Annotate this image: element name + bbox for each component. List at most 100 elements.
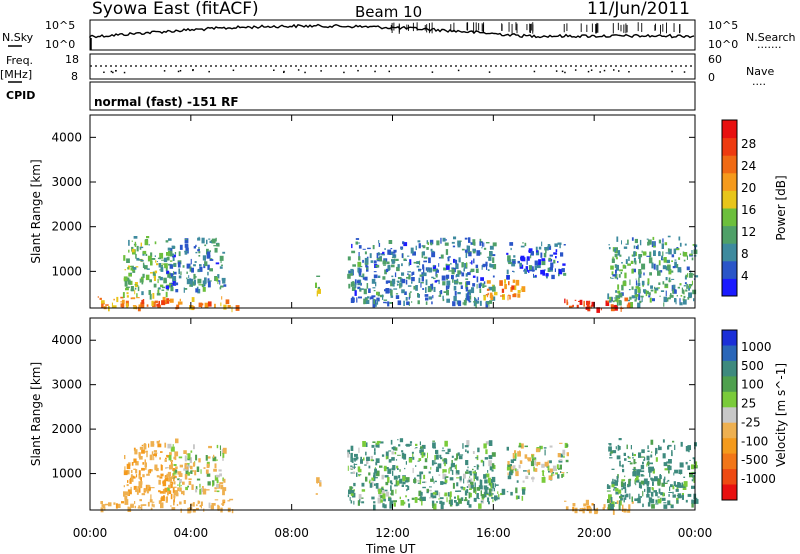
heatmap-cell: [174, 490, 179, 493]
heatmap-cell: [406, 301, 410, 306]
heatmap-cell: [536, 250, 538, 253]
heatmap-cell: [622, 494, 625, 498]
heatmap-cell: [130, 286, 134, 292]
heatmap-cell: [123, 470, 128, 476]
heatmap-cell: [408, 457, 413, 463]
heatmap-cell: [153, 454, 155, 461]
heatmap-cell: [484, 492, 489, 495]
heatmap-cell: [389, 302, 393, 304]
heatmap-cell: [492, 483, 495, 489]
heatmap-cell: [317, 288, 321, 294]
heatmap-cell: [628, 478, 632, 481]
heatmap-cell: [220, 258, 222, 264]
heatmap-cell: [214, 303, 216, 309]
heatmap-cell: [415, 465, 417, 467]
heatmap-cell: [150, 441, 155, 447]
heatmap-cell: [319, 482, 322, 487]
heatmap-cell: [559, 244, 561, 249]
heatmap-cell: [166, 288, 169, 291]
heatmap-cell: [456, 477, 460, 479]
heatmap-cell: [634, 462, 637, 464]
y-tick-label: 3000: [51, 175, 82, 189]
x-tick-label: 16:00: [476, 526, 511, 540]
heatmap-cell: [646, 255, 651, 257]
heatmap-cell: [677, 286, 680, 289]
heatmap-cell: [156, 440, 160, 444]
heatmap-cell: [659, 295, 661, 297]
heatmap-cell: [171, 507, 176, 511]
heatmap-cell: [451, 462, 455, 468]
heatmap-cell: [509, 469, 514, 474]
heatmap-cell: [490, 264, 494, 268]
heatmap-cell: [445, 285, 448, 291]
heatmap-cell: [198, 284, 202, 286]
heatmap-cell: [185, 238, 188, 241]
heatmap-cell: [504, 283, 507, 290]
heatmap-cell: [693, 477, 695, 483]
heatmap-cell: [666, 265, 671, 270]
heatmap-cell: [524, 454, 528, 459]
nave-point: [283, 71, 285, 74]
heatmap-cell: [486, 301, 489, 305]
heatmap-cell: [172, 280, 177, 286]
heatmap-cell: [518, 442, 522, 447]
heatmap-cell: [374, 477, 378, 479]
heatmap-cell: [460, 486, 464, 489]
nave-point: [179, 69, 182, 72]
heatmap-cell: [417, 240, 421, 243]
heatmap-cell: [446, 265, 450, 270]
heatmap-cell: [485, 261, 488, 267]
heatmap-cell: [206, 463, 210, 468]
heatmap-cell: [128, 265, 132, 268]
heatmap-cell: [653, 245, 656, 248]
heatmap-cell: [184, 250, 189, 253]
heatmap-cell: [138, 304, 141, 309]
heatmap-cell: [173, 492, 178, 495]
heatmap-cell: [130, 268, 133, 271]
heatmap-cell: [559, 453, 563, 458]
heatmap-cell: [422, 272, 427, 277]
heatmap-cell: [624, 488, 627, 494]
heatmap-cell: [350, 500, 353, 504]
heatmap-cell: [480, 501, 483, 503]
heatmap-cell: [439, 497, 444, 500]
heatmap-cell: [466, 469, 469, 472]
heatmap-cell: [510, 247, 512, 251]
heatmap-cell: [384, 475, 389, 478]
heatmap-cell: [409, 441, 413, 444]
heatmap-cell: [365, 442, 368, 447]
heatmap-cell: [624, 475, 626, 478]
nave-point: [208, 70, 210, 73]
heatmap-cell: [158, 287, 161, 290]
heatmap-cell: [130, 474, 133, 478]
heatmap-cell: [400, 283, 403, 287]
colorbar-tick-label: -1000: [741, 472, 776, 486]
heatmap-cell: [464, 445, 469, 448]
heatmap-cell: [542, 470, 544, 476]
heatmap-cell: [198, 236, 200, 240]
heatmap-cell: [156, 261, 158, 263]
heatmap-cell: [382, 490, 385, 494]
heatmap-cell: [694, 461, 698, 468]
heatmap-cell: [144, 459, 146, 466]
heatmap-cell: [458, 240, 461, 244]
heatmap-cell: [375, 442, 380, 445]
heatmap-cell: [171, 253, 174, 257]
heatmap-cell: [130, 503, 135, 505]
heatmap-cell: [694, 244, 698, 248]
heatmap-cell: [623, 246, 628, 249]
heatmap-cell: [139, 499, 142, 502]
heatmap-cell: [417, 460, 420, 462]
heatmap-cell: [683, 285, 686, 287]
heatmap-cell: [133, 468, 136, 470]
heatmap-cell: [145, 450, 148, 453]
heatmap-cell: [434, 480, 437, 483]
heatmap-cell: [167, 487, 170, 491]
heatmap-cell: [674, 259, 677, 261]
heatmap-cell: [663, 296, 668, 303]
heatmap-cell: [641, 250, 643, 253]
heatmap-cell: [410, 247, 414, 254]
heatmap-cell: [479, 288, 482, 293]
heatmap-cell: [473, 473, 477, 479]
heatmap-cell: [431, 460, 434, 466]
